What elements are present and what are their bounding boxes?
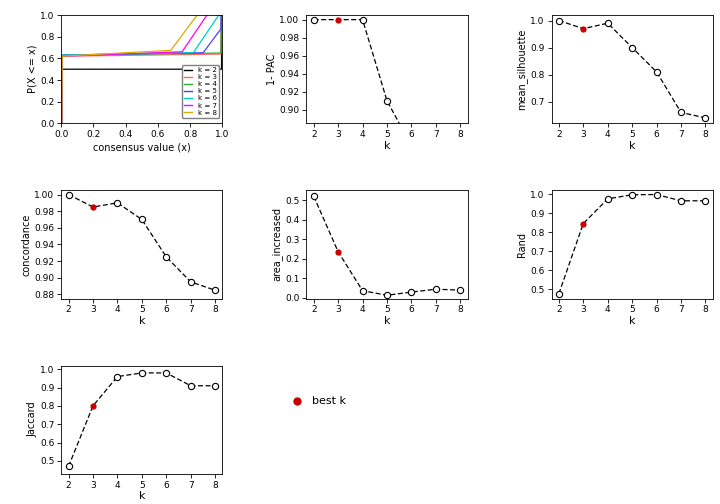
Y-axis label: 1- PAC: 1- PAC	[266, 53, 276, 85]
Y-axis label: P(X <= x): P(X <= x)	[27, 45, 37, 93]
Y-axis label: Rand: Rand	[518, 232, 528, 257]
X-axis label: k: k	[629, 141, 636, 151]
X-axis label: k: k	[138, 316, 145, 326]
Y-axis label: area_increased: area_increased	[271, 208, 282, 281]
X-axis label: k: k	[384, 141, 390, 151]
X-axis label: k: k	[384, 316, 390, 326]
Y-axis label: mean_silhouette: mean_silhouette	[516, 29, 528, 110]
X-axis label: consensus value (x): consensus value (x)	[93, 142, 191, 152]
Legend: k = 2, k = 3, k = 4, k = 5, k = 6, k = 7, k = 8: k = 2, k = 3, k = 4, k = 5, k = 6, k = 7…	[182, 65, 219, 117]
X-axis label: k: k	[629, 316, 636, 326]
Y-axis label: Jaccard: Jaccard	[27, 402, 37, 437]
Y-axis label: concordance: concordance	[22, 213, 32, 276]
Text: best k: best k	[312, 396, 346, 406]
X-axis label: k: k	[138, 491, 145, 501]
